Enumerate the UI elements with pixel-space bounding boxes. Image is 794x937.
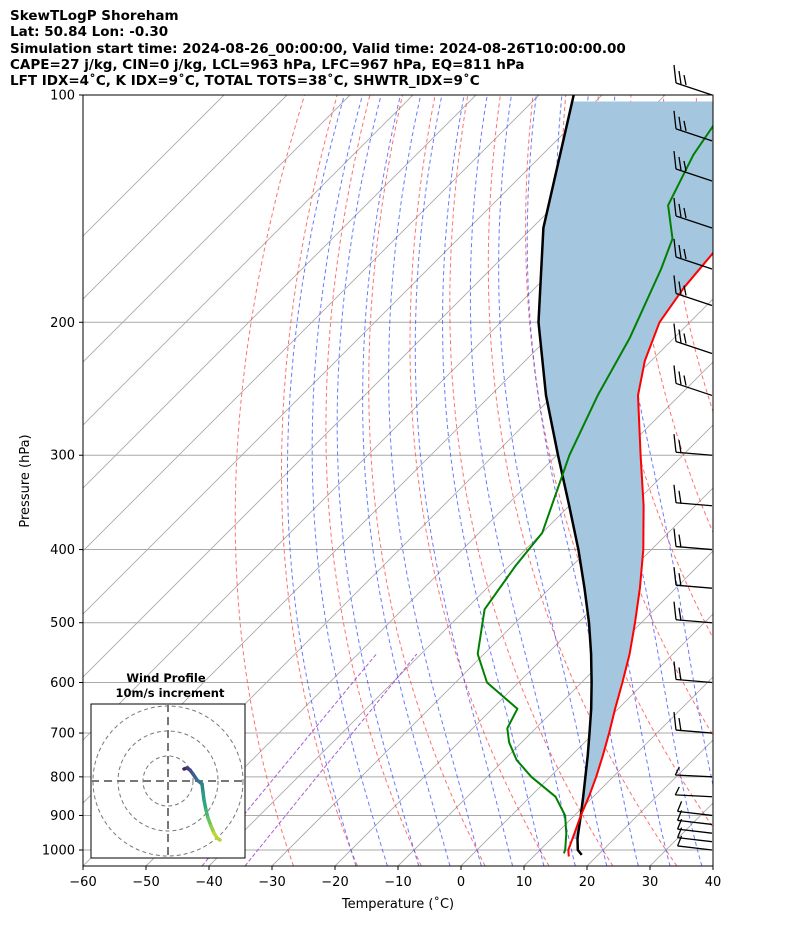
wind-trace-segment	[215, 836, 222, 842]
dry-adiabat	[368, 95, 486, 866]
moist-adiabat	[469, 95, 576, 866]
isotherm-line	[83, 95, 225, 237]
moist-adiabat	[612, 95, 713, 788]
x-tick-label: −50	[132, 875, 159, 890]
y-tick-label: 700	[50, 727, 75, 742]
background-lines	[83, 95, 794, 866]
wind-barb	[673, 197, 713, 229]
y-tick-label: 600	[50, 676, 75, 691]
x-tick-label: −30	[258, 875, 285, 890]
x-tick-label: 10	[516, 875, 533, 890]
moist-adiabat	[498, 95, 608, 866]
x-tick-label: −20	[321, 875, 348, 890]
isotherm-line	[83, 95, 603, 615]
stability-indices-1: CAPE=27 j/kg, CIN=0 j/kg, LCL=963 hPa, L…	[10, 56, 525, 73]
isotherm-line	[83, 95, 414, 426]
y-tick-label: 800	[50, 770, 75, 785]
isotherm-line	[83, 95, 666, 678]
wind-barb	[673, 711, 713, 734]
simulation-time: Simulation start time: 2024-08-26_00:00:…	[10, 40, 626, 57]
wind-barb	[673, 64, 713, 96]
x-tick-label: 30	[642, 875, 659, 890]
parcel-profile-line	[537, 95, 593, 856]
isotherm-line	[776, 95, 794, 866]
isotherm-line	[271, 424, 713, 866]
wind-barb	[673, 365, 713, 397]
isotherm-line	[397, 550, 713, 866]
wind-barb	[674, 766, 713, 778]
isotherm-line	[145, 298, 713, 866]
moist-adiabat	[388, 95, 482, 866]
wind-profile-frame	[90, 703, 246, 859]
wind-barb	[673, 150, 713, 182]
chart-header: SkewTLogP Shoreham Lat: 50.84 Lon: -0.30…	[10, 8, 626, 89]
y-tick-label: 500	[50, 616, 75, 631]
dry-adiabat	[729, 95, 794, 866]
moist-adiabat	[414, 95, 513, 866]
isotherm-line	[83, 95, 288, 300]
profile-lines	[476, 95, 713, 857]
mixing-ratio-line	[244, 653, 418, 866]
y-tick-label: 300	[50, 449, 75, 464]
x-tick-label: 20	[579, 875, 596, 890]
wind-barb	[673, 434, 713, 456]
dewpoint-line	[476, 124, 713, 854]
location: Lat: 50.84 Lon: -0.30	[10, 24, 169, 41]
wind-profile-title: Wind Profile	[126, 671, 206, 685]
moist-adiabat	[441, 95, 545, 866]
isotherm-line	[334, 487, 713, 866]
wind-barb	[673, 601, 713, 624]
dry-adiabat	[234, 95, 306, 866]
wind-barbs	[673, 64, 713, 851]
x-tick-label: 40	[705, 875, 722, 890]
wind-barb	[676, 801, 713, 817]
x-tick-label: −60	[69, 875, 96, 890]
wind-barb	[673, 484, 713, 507]
dry-adiabat	[325, 95, 422, 866]
isotherm-line	[83, 95, 477, 489]
wind-barb	[673, 528, 713, 551]
dry-adiabat	[630, 95, 713, 534]
wind-profile-subtitle: 10m/s increment	[116, 686, 225, 700]
isotherm-line	[83, 95, 540, 552]
dry-adiabat	[409, 95, 550, 866]
wind-barb	[673, 661, 713, 684]
wind-barb	[673, 238, 713, 270]
y-tick-label: 400	[50, 543, 75, 558]
axis-ticks: −60 −50 −40 −30 −20 −10 0 10 20 30 40 1000 900 800 700…	[42, 89, 721, 891]
x-tick-label: −10	[384, 875, 411, 890]
temperature-line	[567, 251, 713, 857]
wind-barb	[673, 323, 713, 355]
dry-adiabat	[761, 95, 794, 866]
isotherm-line	[523, 676, 713, 866]
dry-adiabat	[525, 95, 713, 829]
wind-barb	[673, 275, 713, 307]
wind-barb	[674, 786, 713, 798]
isotherm-line	[83, 95, 351, 363]
wind-profile-inset: Wind Profile 10m/s increment	[90, 671, 246, 859]
y-tick-label: 100	[50, 89, 75, 104]
y-tick-label: 1000	[42, 844, 75, 859]
moist-adiabat	[362, 95, 451, 866]
stability-indices-2: LFT IDX=4˚C, K IDX=9˚C, TOTAL TOTS=38˚C,…	[10, 73, 480, 90]
dry-adiabat	[449, 95, 614, 866]
wind-barb	[673, 567, 713, 589]
cape-area	[538, 101, 713, 839]
y-tick-label: 200	[50, 316, 75, 331]
moist-adiabat	[311, 95, 388, 866]
x-axis-label: Temperature (˚C)	[341, 896, 454, 912]
x-tick-label: −40	[195, 875, 222, 890]
moist-adiabat	[526, 95, 639, 866]
x-tick-label: 0	[457, 875, 465, 890]
y-tick-label: 900	[50, 809, 75, 824]
y-axis-label: Pressure (hPa)	[18, 434, 33, 527]
dry-adiabat	[281, 95, 358, 866]
title: SkewTLogP Shoreham	[10, 8, 179, 24]
isotherm-line	[712, 865, 713, 866]
wind-barb	[673, 110, 713, 142]
mixing-ratio-line	[201, 653, 377, 866]
moist-adiabat	[287, 95, 357, 866]
